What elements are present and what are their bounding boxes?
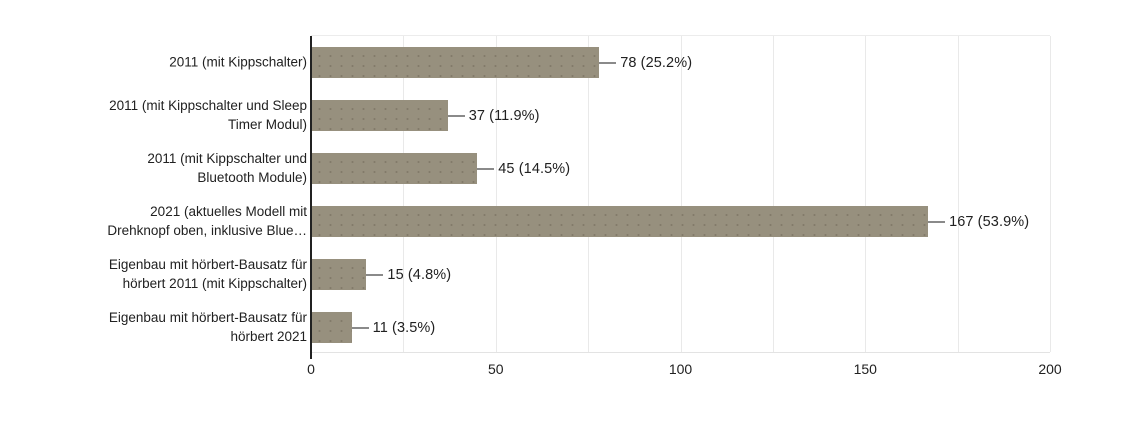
bar — [311, 259, 367, 290]
category-label-line: 2021 (aktuelles Modell mit — [150, 203, 307, 219]
gridline — [957, 36, 959, 352]
bar — [311, 100, 448, 131]
category-label: 2011 (mit Kippschalter und Bluetooth Modu… — [4, 149, 307, 187]
bar-row: 78 (25.2%) — [311, 36, 1050, 89]
bar-callout: 11 (3.5%) — [351, 301, 436, 354]
x-tick-label: 200 — [1038, 361, 1062, 377]
bar-value-label: 37 (11.9%) — [468, 107, 540, 124]
gridline — [495, 36, 497, 352]
x-tick-label: 150 — [853, 361, 877, 377]
bar-callout: 45 (14.5%) — [477, 142, 570, 195]
bar — [311, 153, 478, 184]
x-tick-label: 100 — [668, 361, 693, 377]
bar-value-label: 45 (14.5%) — [498, 160, 571, 177]
bar-callout: 15 (4.8%) — [366, 248, 451, 301]
category-label-line: 2011 (mit Kippschalter) — [169, 54, 307, 69]
category-label: Eigenbau mit hörbert-Bausatz für hörbert … — [4, 255, 307, 293]
x-tick-label: 0 — [307, 361, 315, 377]
gridline — [865, 36, 867, 352]
category-label-line: 2011 (mit Kippschalter und Sleep — [109, 97, 307, 113]
category-label-line: Drehknopf oben, inklusive Blue… — [107, 222, 307, 238]
category-label: 2021 (aktuelles Modell mit Drehknopf oben… — [4, 202, 307, 240]
category-label: 2011 (mit Kippschalter) — [4, 52, 307, 71]
bar-row: 11 (3.5%) — [311, 301, 1050, 354]
connector-line — [477, 167, 495, 170]
bar-value-label: 11 (3.5%) — [372, 319, 436, 336]
category-label: 2011 (mit Kippschalter und Sleep Timer Mo… — [4, 96, 307, 134]
bar-value-label: 78 (25.2%) — [620, 54, 693, 71]
gridline — [588, 36, 590, 352]
category-label-line: Eigenbau mit hörbert-Bausatz für — [108, 256, 307, 272]
connector-line — [447, 114, 465, 117]
bar-value-label: 15 (4.8%) — [387, 266, 452, 283]
y-axis-line — [310, 36, 312, 359]
connector-line — [928, 220, 946, 223]
gridline — [403, 36, 405, 352]
x-tick-label: 50 — [487, 361, 504, 377]
gridline — [680, 36, 682, 352]
bar — [311, 312, 352, 343]
category-label-line: Eigenbau mit hörbert-Bausatz für — [108, 309, 307, 325]
bar-row: 45 (14.5%) — [311, 142, 1050, 195]
bar-value-label: 167 (53.9%) — [949, 213, 1030, 230]
bar-callout: 37 (11.9%) — [447, 89, 540, 142]
category-label: Eigenbau mit hörbert-Bausatz für hörbert … — [4, 308, 307, 346]
bar — [311, 206, 929, 237]
category-label-line: Timer Modul) — [227, 116, 307, 132]
category-label-line: Bluetooth Module) — [197, 169, 307, 185]
gridline — [772, 36, 774, 352]
bar-row: 167 (53.9%) — [311, 195, 1050, 248]
bar-callout: 167 (53.9%) — [928, 195, 1029, 248]
connector-line — [351, 326, 369, 329]
bar-row: 37 (11.9%) — [311, 89, 1050, 142]
plot-area: 78 (25.2%) 37 (11.9%) 45 (14.5%) 167 (53.9%… — [310, 35, 1051, 359]
connector-line — [366, 273, 384, 276]
category-label-line: hörbert 2021 — [230, 328, 307, 344]
gridline — [1050, 36, 1051, 352]
bar — [311, 47, 600, 78]
category-label-line: hörbert 2011 (mit Kippschalter) — [122, 275, 307, 291]
bar-row: 15 (4.8%) — [311, 248, 1050, 301]
connector-line — [599, 61, 617, 64]
bar-callout: 78 (25.2%) — [599, 36, 692, 89]
category-label-line: 2011 (mit Kippschalter und — [147, 150, 307, 166]
